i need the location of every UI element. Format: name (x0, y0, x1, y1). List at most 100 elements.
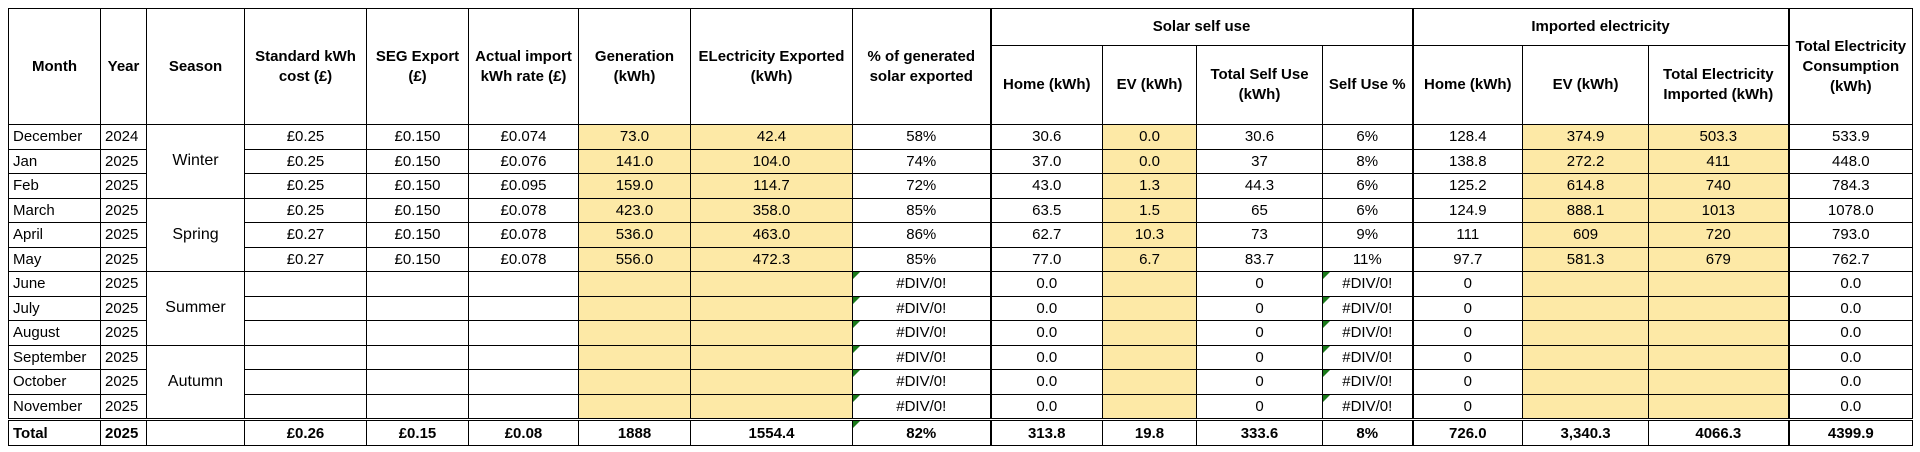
cell-generation[interactable] (578, 271, 691, 297)
cell-imp-home[interactable]: 97.7 (1411, 246, 1524, 272)
cell-actual-import[interactable]: £0.078 (468, 246, 579, 272)
cell-year[interactable]: 2025 (100, 173, 147, 199)
cell-self-use-pct[interactable]: 9% (1321, 222, 1414, 248)
cell-total-self-use[interactable]: 0 (1196, 344, 1323, 370)
cell-total-self-use[interactable]: 65 (1196, 197, 1323, 223)
cell-pct-exported[interactable]: 85% (852, 197, 991, 223)
cell-year[interactable]: 2025 (100, 344, 147, 370)
cell-self-use-pct[interactable]: #DIV/0! (1321, 344, 1414, 370)
cell-year[interactable]: 2024 (100, 124, 147, 150)
cell-imp-home[interactable]: 0 (1411, 344, 1524, 370)
cell-self-use-pct[interactable]: #DIV/0! (1321, 320, 1414, 346)
cell-pct-exported[interactable]: 85% (852, 246, 991, 272)
cell-home[interactable]: 30.6 (989, 124, 1103, 150)
cell-actual-import[interactable]: £0.095 (468, 173, 579, 199)
cell-imp-ev[interactable] (1522, 320, 1650, 346)
cell-imp-ev[interactable]: 374.9 (1522, 124, 1650, 150)
cell-home[interactable]: 63.5 (989, 197, 1103, 223)
cell-generation[interactable]: 536.0 (578, 222, 691, 248)
cell-ev[interactable]: 0.0 (1102, 124, 1197, 150)
cell-seg-export[interactable] (366, 295, 469, 321)
cell-imp-home[interactable]: 125.2 (1411, 173, 1524, 199)
cell-std-cost[interactable] (244, 295, 367, 321)
cell-month[interactable]: December (8, 124, 101, 150)
cell-std-cost[interactable]: £0.25 (244, 148, 367, 174)
cell-pct-exported[interactable]: 58% (852, 124, 991, 150)
cell-total-self-use[interactable]: 0 (1196, 271, 1323, 297)
cell-exported[interactable]: 42.4 (690, 124, 853, 150)
cell-exported[interactable]: 358.0 (690, 197, 853, 223)
cell-total-consumption[interactable]: 0.0 (1787, 295, 1914, 321)
cell-ev[interactable]: 1.5 (1102, 197, 1197, 223)
cell-generation[interactable] (578, 295, 691, 321)
cell-total-imported[interactable]: 1013 (1648, 197, 1790, 223)
cell-actual-import[interactable]: £0.074 (468, 124, 579, 150)
cell-ev[interactable] (1102, 393, 1197, 420)
cell-imp-home[interactable]: 0 (1411, 393, 1524, 420)
header-std-cost[interactable]: Standard kWh cost (£) (244, 8, 367, 125)
cell-year[interactable]: 2025 (100, 320, 147, 346)
cell-self-use-pct[interactable]: 6% (1321, 124, 1414, 150)
header-seg-export[interactable]: SEG Export (£) (366, 8, 469, 125)
cell-seg-export[interactable] (366, 369, 469, 395)
cell-total-imported[interactable] (1648, 271, 1790, 297)
cell-generation[interactable]: 423.0 (578, 197, 691, 223)
cell-total-consumption[interactable]: 0.0 (1787, 271, 1914, 297)
header-year[interactable]: Year (100, 8, 147, 125)
cell-total-sup[interactable]: 8% (1321, 418, 1414, 446)
cell-month[interactable]: June (8, 271, 101, 297)
cell-std-cost[interactable] (244, 369, 367, 395)
cell-total-pct[interactable]: 82% (852, 418, 991, 446)
cell-std-cost[interactable] (244, 271, 367, 297)
cell-self-use-pct[interactable]: #DIV/0! (1321, 295, 1414, 321)
cell-total-tcons[interactable]: 4399.9 (1787, 418, 1914, 446)
cell-imp-ev[interactable]: 888.1 (1522, 197, 1650, 223)
cell-std-cost[interactable]: £0.27 (244, 246, 367, 272)
cell-pct-exported[interactable]: #DIV/0! (852, 344, 991, 370)
cell-generation[interactable]: 73.0 (578, 124, 691, 150)
cell-seg-export[interactable]: £0.150 (366, 124, 469, 150)
cell-exported[interactable] (690, 295, 853, 321)
cell-actual-import[interactable]: £0.078 (468, 222, 579, 248)
cell-year[interactable]: 2025 (100, 148, 147, 174)
cell-self-use-pct[interactable]: #DIV/0! (1321, 369, 1414, 395)
cell-year[interactable]: 2025 (100, 271, 147, 297)
cell-actual-import[interactable] (468, 320, 579, 346)
cell-year[interactable]: 2025 (100, 295, 147, 321)
cell-year[interactable]: 2025 (100, 246, 147, 272)
cell-actual-import[interactable] (468, 271, 579, 297)
cell-total-season[interactable] (146, 418, 245, 446)
cell-pct-exported[interactable]: 86% (852, 222, 991, 248)
cell-total-timp[interactable]: 4066.3 (1648, 418, 1790, 446)
cell-total-std[interactable]: £0.26 (244, 418, 367, 446)
cell-total-self-use[interactable]: 73 (1196, 222, 1323, 248)
cell-total-self-use[interactable]: 0 (1196, 295, 1323, 321)
cell-total-imported[interactable] (1648, 393, 1790, 420)
cell-season[interactable]: Autumn (146, 344, 245, 420)
cell-total-imported[interactable] (1648, 344, 1790, 370)
cell-year[interactable]: 2025 (100, 393, 147, 420)
cell-total-imported[interactable]: 411 (1648, 148, 1790, 174)
cell-seg-export[interactable]: £0.150 (366, 246, 469, 272)
cell-total-exp[interactable]: 1554.4 (690, 418, 853, 446)
header-imported-electricity[interactable]: Imported electricity (1411, 8, 1790, 46)
cell-actual-import[interactable]: £0.078 (468, 197, 579, 223)
cell-ev[interactable]: 1.3 (1102, 173, 1197, 199)
cell-imp-home[interactable]: 0 (1411, 369, 1524, 395)
cell-total-consumption[interactable]: 0.0 (1787, 369, 1914, 395)
header-imp-home[interactable]: Home (kWh) (1411, 45, 1524, 125)
cell-total-self-use[interactable]: 44.3 (1196, 173, 1323, 199)
cell-ev[interactable]: 10.3 (1102, 222, 1197, 248)
cell-month[interactable]: July (8, 295, 101, 321)
header-season[interactable]: Season (146, 8, 245, 125)
cell-total-self-use[interactable]: 0 (1196, 369, 1323, 395)
cell-total-consumption[interactable]: 533.9 (1787, 124, 1914, 150)
cell-generation[interactable] (578, 320, 691, 346)
cell-total-consumption[interactable]: 0.0 (1787, 320, 1914, 346)
cell-month[interactable]: October (8, 369, 101, 395)
cell-ev[interactable]: 0.0 (1102, 148, 1197, 174)
cell-imp-home[interactable]: 0 (1411, 295, 1524, 321)
cell-season[interactable]: Spring (146, 197, 245, 272)
cell-imp-home[interactable]: 128.4 (1411, 124, 1524, 150)
cell-imp-ev[interactable] (1522, 295, 1650, 321)
